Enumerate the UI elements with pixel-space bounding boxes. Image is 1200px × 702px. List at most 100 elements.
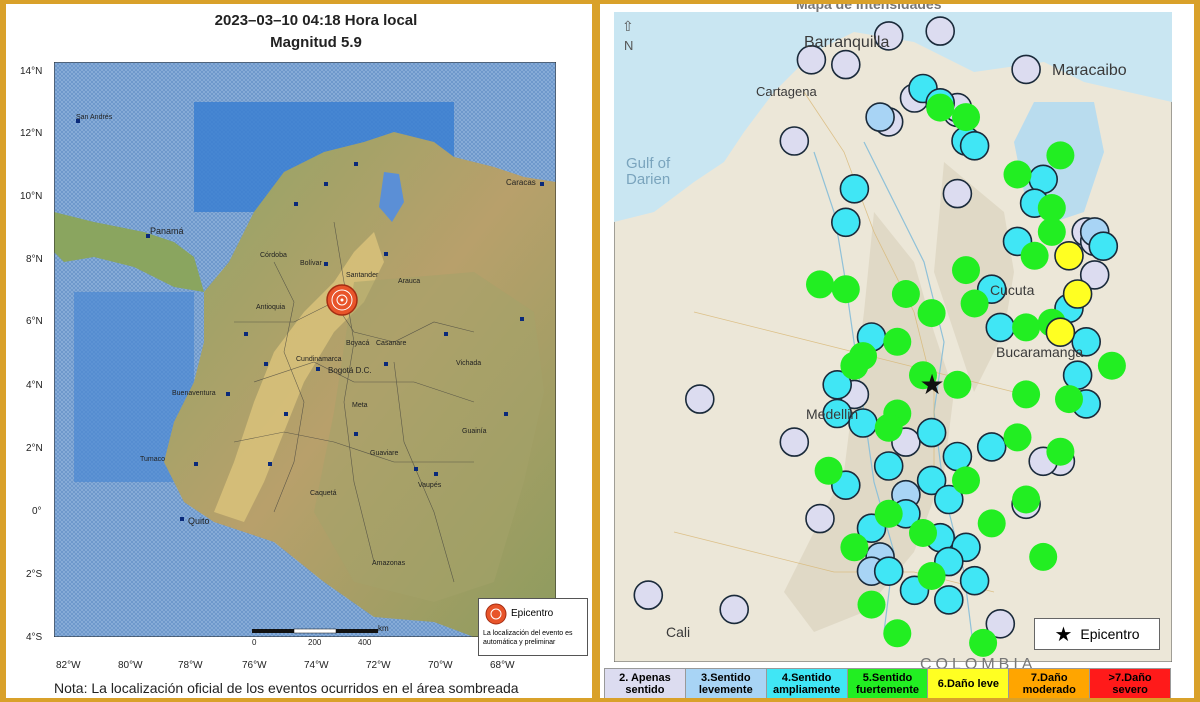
lat-tick: 4°N	[26, 380, 43, 391]
epicentro-legend-right: ★ Epicentro	[1034, 618, 1160, 650]
lake-maracaibo	[379, 172, 404, 222]
lat-tick: 6°N	[26, 316, 43, 327]
place-label: Maracaibo	[1052, 62, 1127, 79]
observation-intensity-6	[1054, 241, 1084, 271]
observation-intensity-5	[1012, 313, 1041, 342]
observation-intensity-4	[985, 312, 1016, 343]
place-label: Vichada	[456, 360, 482, 367]
place-label: Amazonas	[372, 560, 406, 567]
place-label: Barranquilla	[804, 34, 890, 51]
observation-intensity-5	[960, 289, 989, 318]
observation-intensity-4	[1088, 231, 1119, 261]
lat-tick: 8°N	[26, 254, 43, 265]
place-label: Vaupés	[418, 482, 442, 489]
observation-intensity-5	[1029, 542, 1058, 571]
lat-tick: 10°N	[20, 191, 43, 202]
observation-intensity-4	[1071, 326, 1102, 357]
observation-intensity-4	[976, 432, 1007, 462]
observation-intensity-2	[779, 427, 810, 457]
place-label: Meta	[352, 402, 368, 409]
sea	[614, 12, 1172, 222]
place-label: Caracas	[506, 178, 536, 187]
north-label: N	[624, 38, 634, 53]
scale-label: 400	[358, 638, 372, 647]
location-map-panel: 2023–03–10 04:18 Hora local Magnitud 5.9	[6, 4, 592, 698]
observation-intensity-5	[874, 499, 903, 528]
lon-tick: 74°W	[304, 660, 329, 671]
legend-intensity-5: 5.Sentido fuertemente	[847, 669, 929, 698]
observation-intensity-4	[933, 585, 964, 615]
scale-bar	[252, 628, 378, 634]
observation-intensity-2	[633, 580, 664, 610]
lat-tick: 4°S	[26, 632, 43, 643]
place-label: Antioquia	[256, 304, 286, 311]
observation-intensity-5	[909, 361, 937, 390]
place-label: Cundinamarca	[296, 356, 342, 363]
epicentro-legend-left: Epicentro La localización del evento es …	[478, 598, 588, 656]
shaded-area	[314, 272, 544, 602]
lon-tick: 82°W	[56, 660, 81, 671]
observation-intensity-5	[952, 256, 980, 285]
observation-intensity-5	[917, 299, 946, 328]
lat-tick: 2°S	[26, 569, 43, 580]
shaded-relief-map	[54, 62, 556, 637]
epicentro-legend-right-label: Epicentro	[1080, 626, 1140, 642]
lat-tick: 12°N	[20, 128, 43, 139]
legend-intensity-7: 7.Daño moderado	[1009, 669, 1091, 698]
legend-intensity-4: 4.Sentido ampliamente	[766, 669, 848, 698]
place-label: Tumaco	[140, 456, 166, 463]
observation-intensity-5	[1012, 485, 1041, 514]
place-label: Cali	[666, 624, 691, 640]
observation-intensity-2	[985, 608, 1016, 639]
observation-intensity-5	[874, 413, 903, 442]
observation-intensity-5	[891, 280, 920, 308]
observation-intensity-2	[685, 384, 715, 414]
observation-intensity-2	[779, 126, 810, 156]
place-label: Cartagena	[756, 84, 817, 99]
scale-label: 0	[252, 638, 257, 647]
observation-intensity-3	[865, 102, 895, 132]
place-label: Bogotá D.C.	[328, 366, 372, 375]
intensity-basemap: ★	[614, 12, 1172, 662]
observation-intensity-2	[942, 178, 973, 209]
place-label: Bucaramanga	[996, 344, 1084, 360]
place-label: Caquetá	[310, 490, 337, 497]
observation-intensity-5	[840, 351, 869, 380]
observation-intensity-5	[952, 466, 980, 495]
observation-intensity-6	[1062, 279, 1093, 309]
lon-tick: 78°W	[178, 660, 203, 671]
observation-intensity-4	[839, 174, 870, 204]
epicenter-marker-left	[326, 284, 358, 316]
place-label: Cucuta	[990, 282, 1035, 298]
observation-intensity-5	[857, 590, 886, 619]
footnote: Nota: La localización oficial de los eve…	[54, 680, 519, 696]
lon-tick: 76°W	[242, 660, 267, 671]
legend-intensity-8: >7.Daño severo	[1090, 669, 1171, 698]
observation-intensity-5	[1055, 385, 1083, 414]
observation-intensity-2	[796, 44, 827, 75]
intensity-map-panel: Mapa de intensidades ★ Barranquilla Cart…	[600, 4, 1194, 698]
observation-intensity-2	[873, 21, 904, 51]
north-arrow-icon: ⇧	[622, 18, 634, 34]
place-label: Córdoba	[260, 252, 287, 259]
observation-intensity-4	[916, 417, 947, 448]
observation-intensity-5	[1003, 160, 1032, 189]
observation-intensity-2	[805, 503, 835, 534]
legend-intensity-6: 6.Daño leve	[928, 669, 1010, 698]
place-label: Guainía	[462, 428, 487, 435]
intensity-legend: 2. Apenas sentido 3.Sentido levemente 4.…	[604, 668, 1171, 698]
legend-intensity-3: 3.Sentido levemente	[685, 669, 767, 698]
central-america-land	[54, 212, 204, 292]
star-icon: ★	[1054, 623, 1073, 646]
observation-intensity-4	[933, 484, 964, 515]
observation-intensity-4	[959, 131, 990, 161]
observation-intensity-5	[1046, 141, 1075, 170]
observation-intensity-5	[1097, 351, 1126, 380]
legend-intensity-2: 2. Apenas sentido	[605, 669, 686, 698]
observation-intensity-5	[1037, 217, 1066, 246]
observation-intensity-2	[925, 16, 956, 46]
place-label: Bolívar	[300, 260, 322, 267]
epicenter-star-right: ★	[919, 369, 944, 400]
observation-intensity-4	[831, 207, 861, 238]
map-title-magnitude: Magnitud 5.9	[270, 34, 362, 51]
